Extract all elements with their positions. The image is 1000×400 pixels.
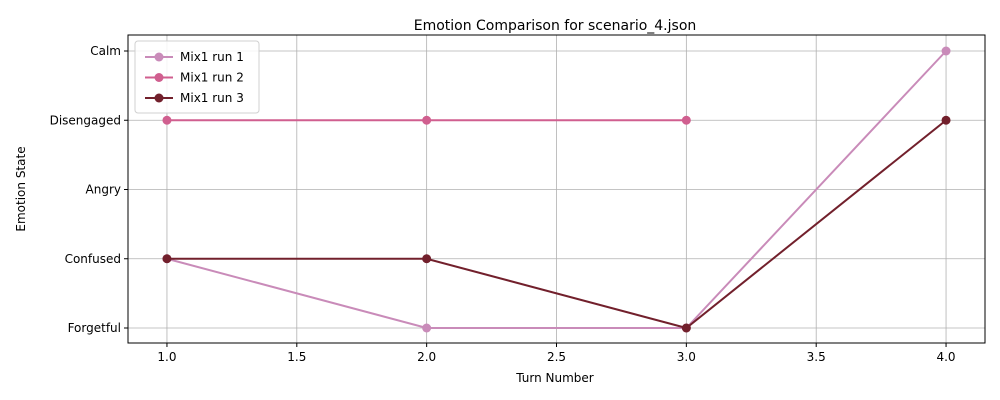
data-point xyxy=(941,46,951,56)
x-tick-label: 1.0 xyxy=(157,350,176,364)
legend-box xyxy=(134,40,260,114)
x-tick-label: 4.0 xyxy=(936,350,955,364)
y-tick-label: Confused xyxy=(65,252,121,266)
x-tick-label: 3.0 xyxy=(677,350,696,364)
series-3 xyxy=(162,115,951,333)
x-tick-label: 2.0 xyxy=(417,350,436,364)
series-line xyxy=(166,50,947,329)
x-tick-label: 2.5 xyxy=(547,350,566,364)
y-tick-label: Disengaged xyxy=(50,113,121,127)
data-point xyxy=(422,254,432,264)
y-axis-ticks: Forgetful Confused Angry Disengaged Calm xyxy=(50,44,128,335)
legend-marker xyxy=(154,52,164,62)
chart-title: Emotion Comparison for scenario_4.json xyxy=(414,18,697,34)
x-axis-ticks: 1.0 1.5 2.0 2.5 3.0 3.5 4.0 xyxy=(157,343,956,364)
data-point xyxy=(162,254,172,264)
x-axis-label: Turn Number xyxy=(515,371,594,385)
data-point xyxy=(162,115,172,125)
legend-label: Mix1 run 2 xyxy=(180,71,244,85)
data-point xyxy=(681,115,691,125)
y-tick-label: Angry xyxy=(86,183,121,197)
data-point xyxy=(941,115,951,125)
y-axis-label: Emotion State xyxy=(14,146,28,231)
x-tick-label: 3.5 xyxy=(807,350,826,364)
series-group xyxy=(162,46,951,333)
legend-label: Mix1 run 1 xyxy=(180,50,244,64)
data-point xyxy=(422,323,432,333)
y-tick-label: Forgetful xyxy=(68,321,121,335)
data-point xyxy=(422,115,432,125)
y-tick-label: Calm xyxy=(90,44,121,58)
x-tick-label: 1.5 xyxy=(287,350,306,364)
legend: Mix1 run 1 Mix1 run 2 Mix1 run 3 xyxy=(134,40,260,114)
series-2 xyxy=(162,115,691,125)
legend-marker xyxy=(154,93,164,103)
legend-label: Mix1 run 3 xyxy=(180,91,244,105)
series-line xyxy=(166,119,947,330)
data-point xyxy=(681,323,691,333)
legend-marker xyxy=(154,73,164,82)
